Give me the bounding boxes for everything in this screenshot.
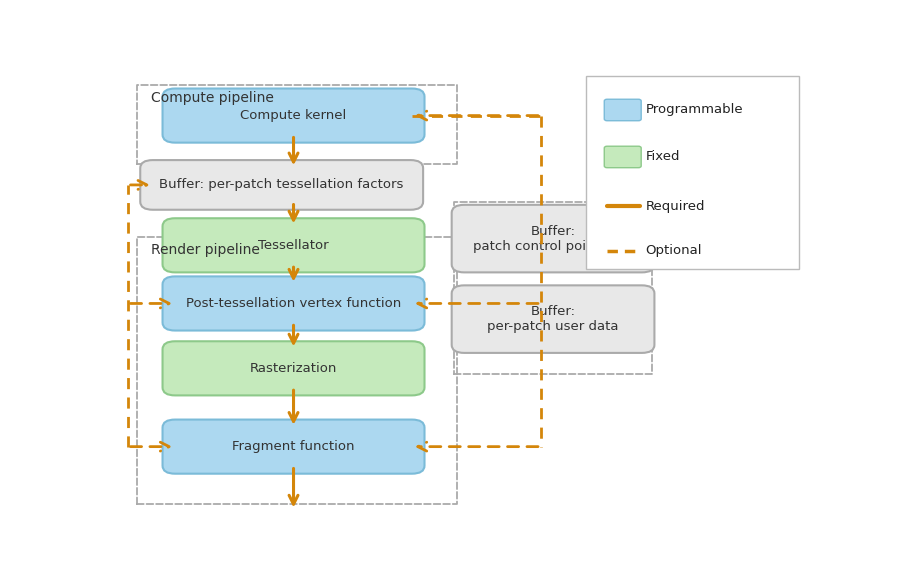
FancyBboxPatch shape [140,160,423,210]
Text: Fixed: Fixed [645,150,680,163]
Text: Programmable: Programmable [645,103,743,116]
Text: Fragment function: Fragment function [232,440,355,453]
Text: Required: Required [645,200,705,213]
FancyBboxPatch shape [163,341,424,396]
Text: Buffer:
per-patch user data: Buffer: per-patch user data [487,305,619,333]
FancyBboxPatch shape [163,218,424,272]
FancyBboxPatch shape [586,77,798,269]
FancyBboxPatch shape [451,285,654,353]
FancyBboxPatch shape [604,99,641,121]
FancyBboxPatch shape [163,88,424,143]
Text: Rasterization: Rasterization [250,362,337,375]
Text: Optional: Optional [645,245,702,257]
FancyBboxPatch shape [163,277,424,331]
Text: Render pipeline: Render pipeline [151,243,260,257]
Text: Tessellator: Tessellator [258,239,329,252]
Text: Buffer: per-patch tessellation factors: Buffer: per-patch tessellation factors [159,178,404,191]
Text: Buffer:
patch control point data: Buffer: patch control point data [473,225,634,253]
Text: Compute pipeline: Compute pipeline [151,91,273,105]
Text: Compute kernel: Compute kernel [240,109,347,122]
FancyBboxPatch shape [604,146,641,168]
FancyBboxPatch shape [451,205,654,272]
Text: Post-tessellation vertex function: Post-tessellation vertex function [186,297,401,310]
FancyBboxPatch shape [163,419,424,474]
